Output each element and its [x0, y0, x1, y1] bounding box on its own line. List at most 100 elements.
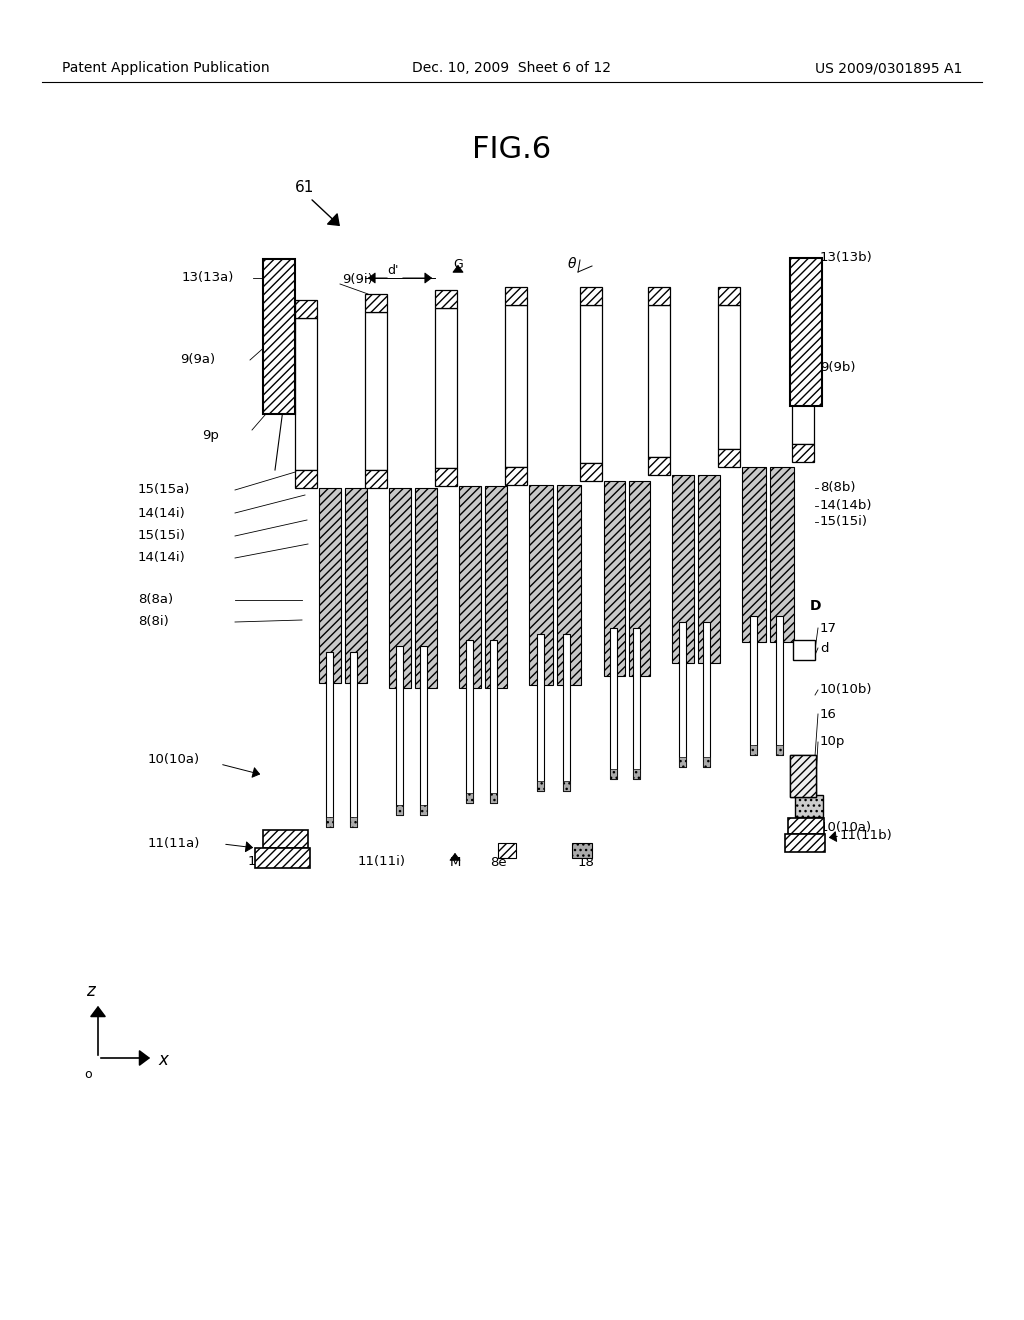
Bar: [718, 305, 740, 449]
Text: 10(10a): 10(10a): [148, 754, 200, 767]
Text: 9p: 9p: [202, 429, 219, 441]
Bar: [435, 290, 457, 308]
Bar: [319, 488, 341, 682]
Bar: [295, 318, 317, 470]
Text: M: M: [450, 855, 462, 869]
Text: z: z: [86, 982, 94, 1001]
Bar: [629, 480, 650, 676]
Bar: [389, 488, 411, 688]
Bar: [610, 628, 617, 779]
Bar: [698, 475, 720, 663]
Bar: [350, 817, 357, 828]
Bar: [788, 818, 824, 834]
Bar: [703, 622, 710, 767]
Text: 13(13a): 13(13a): [182, 271, 234, 284]
Text: 15(15a): 15(15a): [138, 483, 190, 496]
Bar: [396, 645, 403, 814]
Bar: [498, 843, 516, 858]
Text: θ: θ: [568, 257, 577, 271]
Bar: [790, 257, 822, 407]
Bar: [420, 805, 427, 814]
Text: Dec. 10, 2009  Sheet 6 of 12: Dec. 10, 2009 Sheet 6 of 12: [413, 61, 611, 75]
Bar: [435, 308, 457, 469]
Bar: [793, 640, 815, 660]
Bar: [610, 770, 617, 779]
Bar: [420, 645, 427, 814]
Bar: [563, 781, 570, 791]
Bar: [326, 652, 333, 828]
Text: 10(10i): 10(10i): [248, 855, 296, 869]
Bar: [263, 830, 308, 847]
Bar: [718, 286, 740, 305]
Bar: [505, 467, 527, 484]
Bar: [703, 756, 710, 767]
Bar: [580, 286, 602, 305]
Bar: [563, 634, 570, 791]
Text: 10(10a): 10(10a): [820, 821, 872, 834]
Bar: [490, 793, 497, 803]
Bar: [580, 305, 602, 463]
Bar: [557, 484, 581, 685]
Text: x: x: [158, 1051, 168, 1069]
Text: FIG.6: FIG.6: [472, 136, 552, 165]
Text: 10(10b): 10(10b): [820, 684, 872, 697]
Text: D: D: [810, 599, 821, 612]
Bar: [672, 475, 694, 663]
Text: 18: 18: [578, 855, 595, 869]
Text: 11(11i): 11(11i): [358, 855, 406, 869]
Bar: [776, 616, 783, 755]
Bar: [770, 467, 794, 642]
Bar: [326, 817, 333, 828]
Bar: [790, 755, 816, 797]
Bar: [490, 640, 497, 803]
Bar: [365, 294, 387, 312]
Bar: [505, 305, 527, 467]
Bar: [466, 640, 473, 803]
Text: 16: 16: [820, 708, 837, 721]
Bar: [580, 463, 602, 480]
Bar: [263, 259, 295, 414]
Bar: [785, 834, 825, 851]
Bar: [792, 289, 814, 308]
Bar: [750, 616, 757, 755]
Text: o: o: [84, 1068, 92, 1081]
Bar: [537, 781, 544, 791]
Bar: [750, 744, 757, 755]
Text: 15(15i): 15(15i): [820, 516, 868, 528]
Bar: [718, 449, 740, 467]
Text: 9(9i): 9(9i): [342, 273, 373, 286]
Text: 14(14i): 14(14i): [138, 552, 185, 565]
Bar: [572, 843, 592, 858]
Bar: [505, 286, 527, 305]
Text: 8(8a): 8(8a): [138, 594, 173, 606]
Bar: [537, 634, 544, 791]
Bar: [485, 486, 507, 688]
Text: 9(9b): 9(9b): [820, 362, 855, 375]
Text: d: d: [820, 642, 828, 655]
Bar: [790, 755, 816, 797]
Bar: [679, 622, 686, 767]
Text: 10p: 10p: [820, 735, 846, 748]
Bar: [365, 312, 387, 470]
Text: 8e: 8e: [490, 855, 507, 869]
Text: 14(14i): 14(14i): [138, 507, 185, 520]
Text: 61: 61: [295, 181, 314, 195]
Text: 9(9a): 9(9a): [180, 354, 215, 367]
Bar: [435, 469, 457, 486]
Text: 8(8b): 8(8b): [820, 482, 855, 495]
Bar: [633, 770, 640, 779]
Bar: [633, 628, 640, 779]
Bar: [345, 488, 367, 682]
Text: 17: 17: [820, 622, 837, 635]
Text: 8(8i): 8(8i): [138, 615, 169, 628]
Bar: [415, 488, 437, 688]
Bar: [396, 805, 403, 814]
Bar: [795, 795, 823, 817]
Text: 13(13b): 13(13b): [820, 252, 872, 264]
Bar: [792, 444, 814, 462]
Bar: [679, 756, 686, 767]
Bar: [350, 652, 357, 828]
Bar: [529, 484, 553, 685]
Bar: [459, 486, 481, 688]
Bar: [648, 286, 670, 305]
